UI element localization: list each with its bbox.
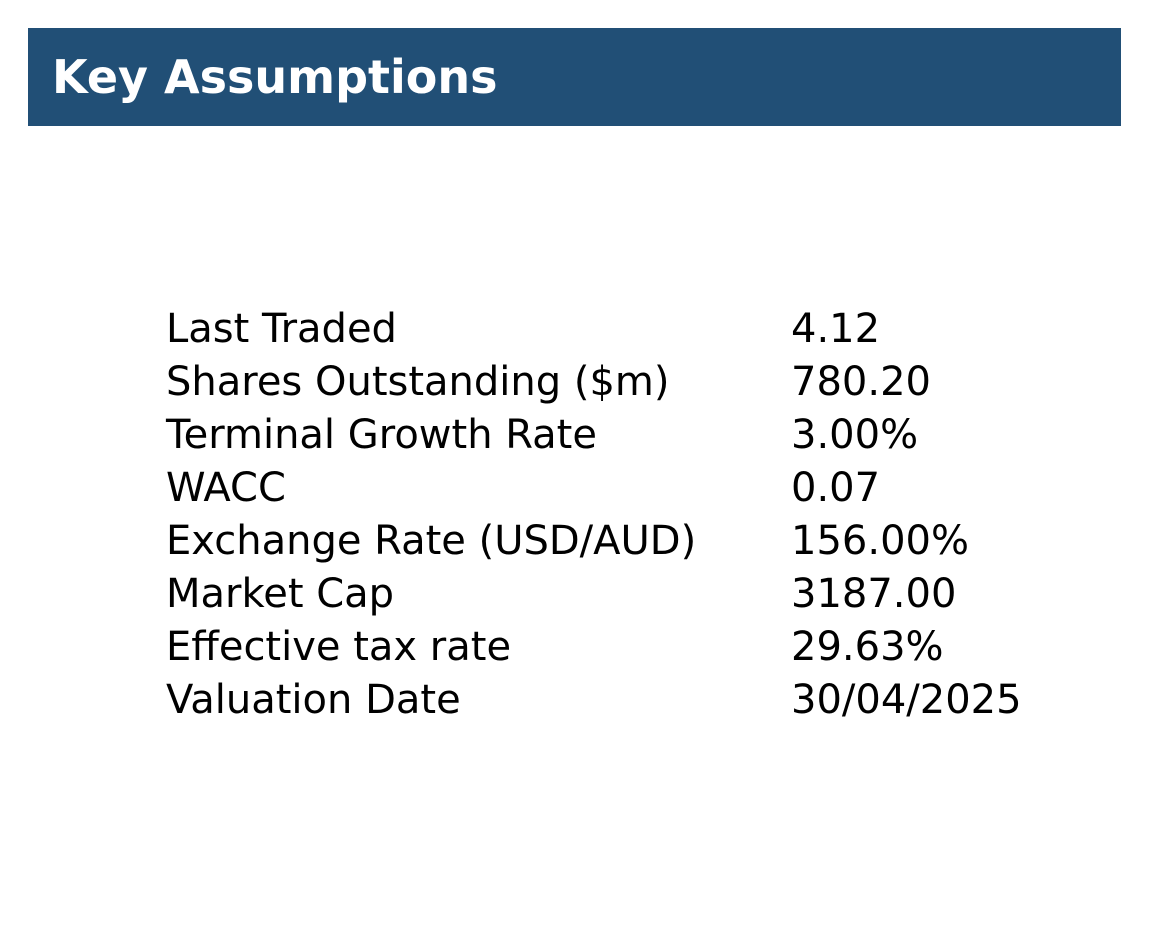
assumption-label: Last Traded: [166, 305, 397, 352]
assumption-value: 0.07: [791, 464, 881, 511]
assumption-value: 4.12: [791, 305, 881, 352]
assumption-row: Valuation Date 30/04/2025: [166, 673, 1066, 726]
assumption-value: 780.20: [791, 358, 931, 405]
assumption-value: 156.00%: [791, 517, 969, 564]
assumption-label: Exchange Rate (USD/AUD): [166, 517, 697, 564]
header-banner: Key Assumptions: [28, 28, 1121, 126]
assumption-value: 30/04/2025: [791, 676, 1022, 723]
assumption-label: Valuation Date: [166, 676, 461, 723]
assumption-row: Terminal Growth Rate 3.00%: [166, 408, 1066, 461]
assumption-row: Effective tax rate 29.63%: [166, 620, 1066, 673]
assumption-value: 29.63%: [791, 623, 944, 670]
assumption-label: Effective tax rate: [166, 623, 512, 670]
assumption-row: Last Traded 4.12: [166, 302, 1066, 355]
assumptions-table: Last Traded 4.12 Shares Outstanding ($m)…: [166, 302, 1066, 726]
page-title: Key Assumptions: [52, 50, 498, 104]
assumption-label: Market Cap: [166, 570, 395, 617]
assumption-row: Shares Outstanding ($m) 780.20: [166, 355, 1066, 408]
assumption-label: Shares Outstanding ($m): [166, 358, 670, 405]
assumption-label: WACC: [166, 464, 286, 511]
assumption-label: Terminal Growth Rate: [166, 411, 597, 458]
assumption-value: 3.00%: [791, 411, 919, 458]
assumption-row: WACC 0.07: [166, 461, 1066, 514]
assumption-row: Market Cap 3187.00: [166, 567, 1066, 620]
assumption-value: 3187.00: [791, 570, 957, 617]
assumption-row: Exchange Rate (USD/AUD) 156.00%: [166, 514, 1066, 567]
